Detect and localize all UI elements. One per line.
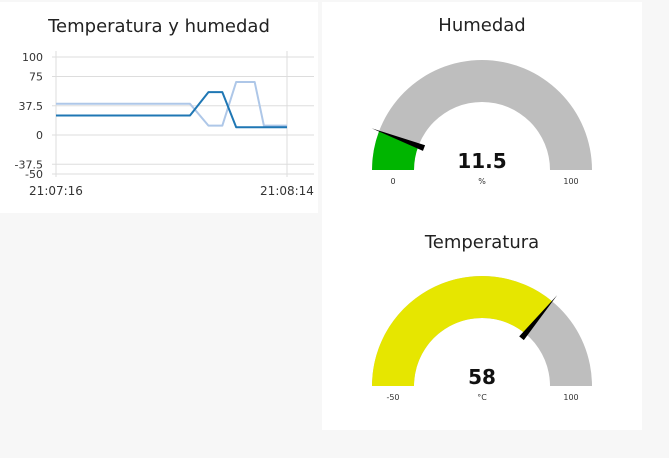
x-tick-label: 21:07:16: [29, 184, 83, 198]
y-tick-label: 75: [29, 71, 43, 84]
humidity-gauge-value: 11.5: [457, 149, 506, 173]
temperature-gauge-title: Temperatura: [424, 232, 540, 253]
y-tick-label: -37.5: [15, 158, 43, 171]
chart-grid: [52, 51, 314, 177]
temperature-gauge: 58 °C -50 100: [372, 276, 592, 402]
humidity-gauge-track: [372, 60, 592, 170]
humidity-gauge-unit: %: [478, 177, 486, 186]
temperature-gauge-fill: [372, 276, 553, 386]
temperature-gauge-unit: °C: [477, 393, 487, 402]
y-tick-label: -50: [25, 168, 43, 181]
chart-title: Temperatura y humedad: [48, 16, 270, 37]
line-chart: 100 75 37.5 0 -37.5-50 21:07:16 21:08:14: [15, 51, 314, 198]
humidity-gauge-needle: [371, 128, 426, 151]
gauges-card: Humedad 11.5% 0 100 Temperatura 58 °C -50 100: [322, 2, 642, 430]
temperature-gauge-needle: [519, 295, 558, 341]
series-line-1: [56, 80, 287, 127]
chart-series: [56, 80, 287, 129]
y-tick-label: 0: [36, 129, 43, 142]
line-chart-card: Temperatura y humedad 100 75 37.5 0 -37.5 -50…: [0, 2, 318, 213]
temperature-gauge-value: 58: [468, 365, 496, 389]
x-axis-ticks: 21:07:16 21:08:14: [29, 184, 314, 198]
y-tick-label: 37.5: [19, 100, 44, 113]
humidity-gauge-min-label: 0: [390, 177, 395, 186]
humidity-gauge-title: Humedad: [438, 15, 526, 36]
humidity-gauge-max-label: 100: [563, 177, 578, 186]
series-line-2: [56, 91, 287, 129]
y-axis-ticks: 100 75 37.5 0 -37.5-50: [15, 51, 43, 181]
temperature-gauge-min-label: -50: [386, 393, 399, 402]
y-tick-label: 100: [22, 51, 43, 64]
humidity-gauge-fill: [372, 131, 419, 170]
temperature-gauge-max-label: 100: [563, 393, 578, 402]
humidity-gauge: 11.5% 0 100: [371, 60, 592, 186]
x-tick-label: 21:08:14: [260, 184, 314, 198]
